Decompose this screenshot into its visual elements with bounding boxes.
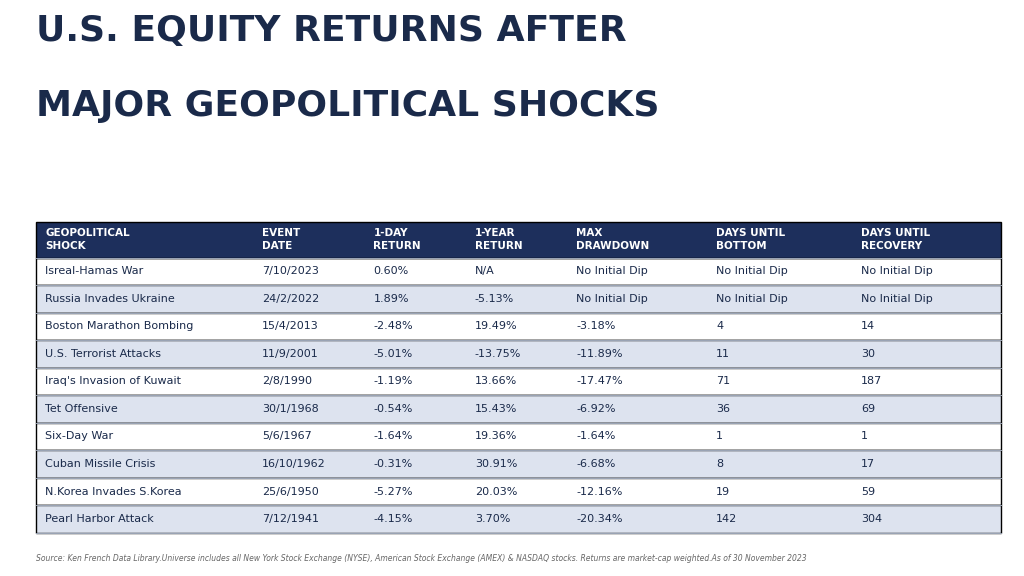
Text: -12.16%: -12.16% xyxy=(577,487,623,497)
Text: 5/6/1967: 5/6/1967 xyxy=(262,431,312,441)
Text: -0.54%: -0.54% xyxy=(374,404,413,414)
Text: -13.75%: -13.75% xyxy=(475,349,521,359)
Text: -20.34%: -20.34% xyxy=(577,514,623,524)
Text: No Initial Dip: No Initial Dip xyxy=(577,266,648,276)
Text: DAYS UNTIL
RECOVERY: DAYS UNTIL RECOVERY xyxy=(861,228,930,251)
Text: MAJOR GEOPOLITICAL SHOCKS: MAJOR GEOPOLITICAL SHOCKS xyxy=(36,89,659,123)
Text: 71: 71 xyxy=(716,376,730,386)
Text: 187: 187 xyxy=(861,376,883,386)
Text: -6.92%: -6.92% xyxy=(577,404,615,414)
Text: -1.64%: -1.64% xyxy=(577,431,615,441)
Text: 7/12/1941: 7/12/1941 xyxy=(262,514,319,524)
Text: No Initial Dip: No Initial Dip xyxy=(861,266,933,276)
Text: U.S. EQUITY RETURNS AFTER: U.S. EQUITY RETURNS AFTER xyxy=(36,14,627,48)
Text: 15.43%: 15.43% xyxy=(475,404,517,414)
Text: N.Korea Invades S.Korea: N.Korea Invades S.Korea xyxy=(45,487,181,497)
Text: 25/6/1950: 25/6/1950 xyxy=(262,487,319,497)
Text: 1: 1 xyxy=(716,431,723,441)
Text: No Initial Dip: No Initial Dip xyxy=(716,294,787,304)
Text: 20.03%: 20.03% xyxy=(475,487,517,497)
Text: 15/4/2013: 15/4/2013 xyxy=(262,321,319,331)
Text: N/A: N/A xyxy=(475,266,495,276)
Text: -4.15%: -4.15% xyxy=(374,514,413,524)
Text: Six-Day War: Six-Day War xyxy=(45,431,114,441)
Text: Boston Marathon Bombing: Boston Marathon Bombing xyxy=(45,321,194,331)
Text: U.S. Terrorist Attacks: U.S. Terrorist Attacks xyxy=(45,349,161,359)
Text: 1-DAY
RETURN: 1-DAY RETURN xyxy=(374,228,421,251)
Text: 2/8/1990: 2/8/1990 xyxy=(262,376,312,386)
Text: GEOPOLITICAL
SHOCK: GEOPOLITICAL SHOCK xyxy=(45,228,130,251)
Text: Russia Invades Ukraine: Russia Invades Ukraine xyxy=(45,294,175,304)
Text: MAX
DRAWDOWN: MAX DRAWDOWN xyxy=(577,228,649,251)
Text: 30/1/1968: 30/1/1968 xyxy=(262,404,319,414)
Text: -11.89%: -11.89% xyxy=(577,349,623,359)
Text: 304: 304 xyxy=(861,514,882,524)
Text: 30.91%: 30.91% xyxy=(475,459,517,469)
Text: 13.66%: 13.66% xyxy=(475,376,517,386)
Text: 11/9/2001: 11/9/2001 xyxy=(262,349,319,359)
Text: 69: 69 xyxy=(861,404,876,414)
Text: Cuban Missile Crisis: Cuban Missile Crisis xyxy=(45,459,156,469)
Text: -1.19%: -1.19% xyxy=(374,376,413,386)
Text: 142: 142 xyxy=(716,514,737,524)
Text: -6.68%: -6.68% xyxy=(577,459,615,469)
Text: No Initial Dip: No Initial Dip xyxy=(861,294,933,304)
Text: 36: 36 xyxy=(716,404,730,414)
Text: 24/2/2022: 24/2/2022 xyxy=(262,294,319,304)
Text: 16/10/1962: 16/10/1962 xyxy=(262,459,326,469)
Text: 30: 30 xyxy=(861,349,876,359)
Text: -17.47%: -17.47% xyxy=(577,376,623,386)
Text: 59: 59 xyxy=(861,487,876,497)
Text: 14: 14 xyxy=(861,321,876,331)
Text: 17: 17 xyxy=(861,459,876,469)
Text: -3.18%: -3.18% xyxy=(577,321,615,331)
Text: 4: 4 xyxy=(716,321,723,331)
Text: 0.60%: 0.60% xyxy=(374,266,409,276)
Text: 11: 11 xyxy=(716,349,730,359)
Text: Source: Ken French Data Library.Universe includes all New York Stock Exchange (N: Source: Ken French Data Library.Universe… xyxy=(36,554,807,563)
Text: -0.31%: -0.31% xyxy=(374,459,413,469)
Text: Tet Offensive: Tet Offensive xyxy=(45,404,118,414)
Text: -1.64%: -1.64% xyxy=(374,431,413,441)
Text: 19.49%: 19.49% xyxy=(475,321,517,331)
Text: EVENT
DATE: EVENT DATE xyxy=(262,228,301,251)
Text: 7/10/2023: 7/10/2023 xyxy=(262,266,319,276)
Text: Isreal-Hamas War: Isreal-Hamas War xyxy=(45,266,143,276)
Text: 8: 8 xyxy=(716,459,723,469)
Text: 19: 19 xyxy=(716,487,730,497)
Text: -5.01%: -5.01% xyxy=(374,349,413,359)
Text: Iraq's Invasion of Kuwait: Iraq's Invasion of Kuwait xyxy=(45,376,181,386)
Text: 1-YEAR
RETURN: 1-YEAR RETURN xyxy=(475,228,522,251)
Text: -5.13%: -5.13% xyxy=(475,294,514,304)
Text: 1: 1 xyxy=(861,431,868,441)
Text: No Initial Dip: No Initial Dip xyxy=(716,266,787,276)
Text: Pearl Harbor Attack: Pearl Harbor Attack xyxy=(45,514,154,524)
Text: -2.48%: -2.48% xyxy=(374,321,413,331)
Text: DAYS UNTIL
BOTTOM: DAYS UNTIL BOTTOM xyxy=(716,228,785,251)
Text: 3.70%: 3.70% xyxy=(475,514,510,524)
Text: 19.36%: 19.36% xyxy=(475,431,517,441)
Text: 1.89%: 1.89% xyxy=(374,294,409,304)
Text: No Initial Dip: No Initial Dip xyxy=(577,294,648,304)
Text: -5.27%: -5.27% xyxy=(374,487,413,497)
